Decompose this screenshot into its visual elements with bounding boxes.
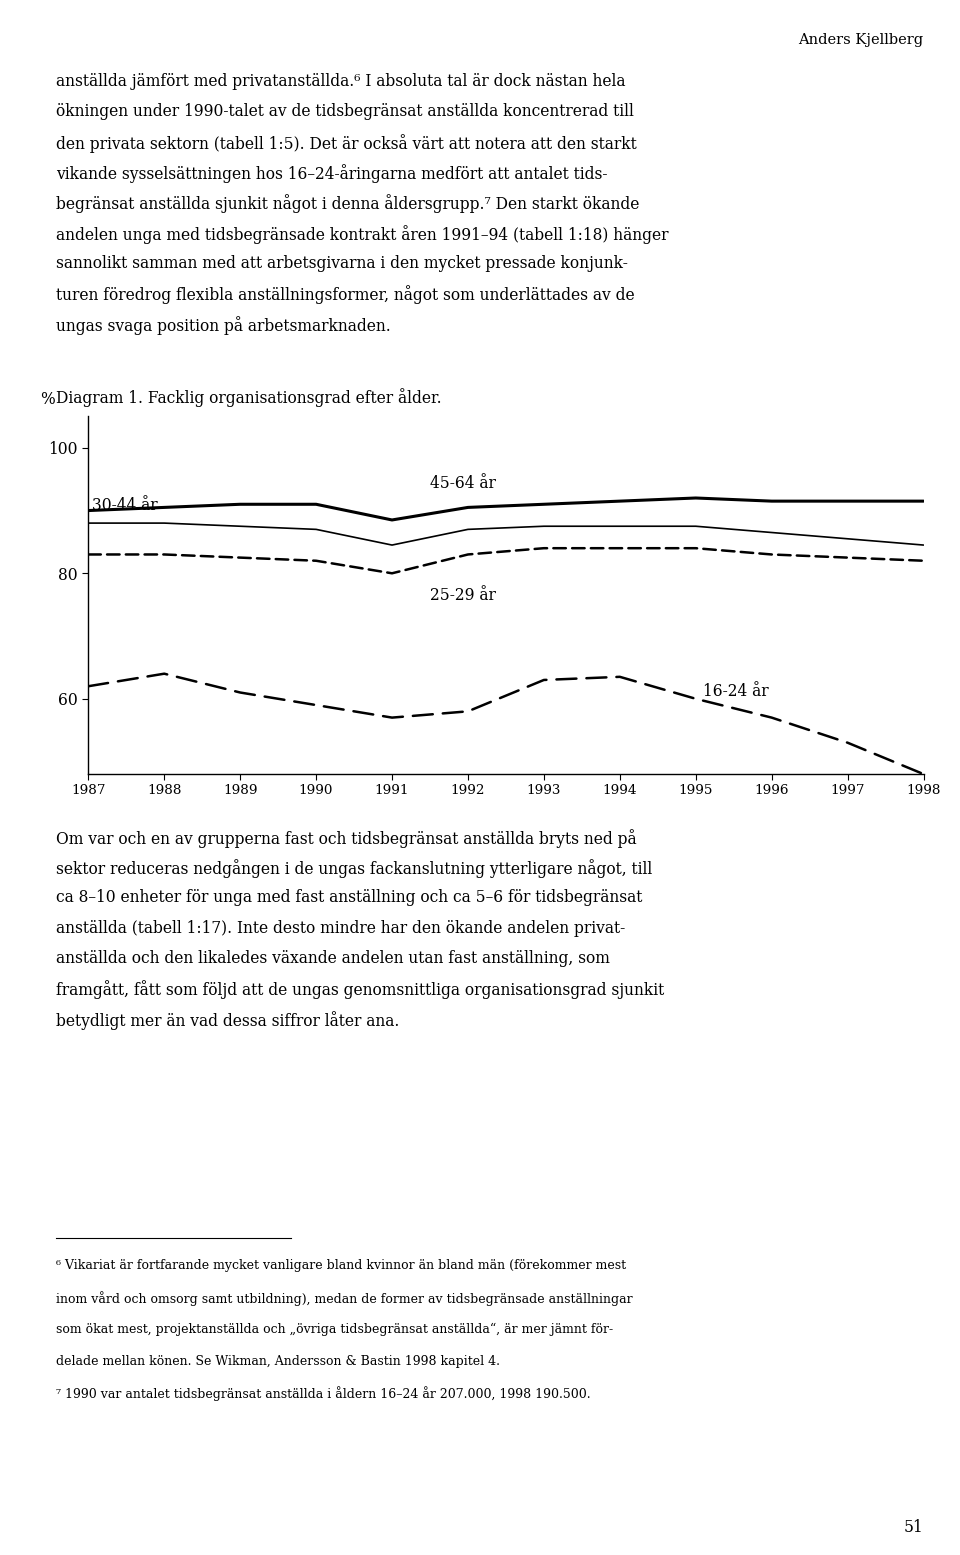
Text: 16-24 år: 16-24 år	[704, 683, 769, 700]
Text: ökningen under 1990-talet av de tidsbegränsat anställda koncentrerad till: ökningen under 1990-talet av de tidsbegr…	[56, 103, 634, 120]
Text: ⁶ Vikariat är fortfarande mycket vanligare bland kvinnor än bland män (förekomme: ⁶ Vikariat är fortfarande mycket vanliga…	[56, 1260, 626, 1272]
Text: vikande sysselsättningen hos 16–24-åringarna medfört att antalet tids-: vikande sysselsättningen hos 16–24-åring…	[56, 165, 607, 183]
Text: som ökat mest, projektanställda och „övriga tidsbegränsat anställda“, är mer jäm: som ökat mest, projektanställda och „övr…	[56, 1323, 612, 1336]
Text: Diagram 1. Facklig organisationsgrad efter ålder.: Diagram 1. Facklig organisationsgrad eft…	[56, 389, 442, 407]
Text: 45-64 år: 45-64 år	[430, 474, 496, 491]
Text: anställda jämfört med privatanställda.⁶ I absoluta tal är dock nästan hela: anställda jämfört med privatanställda.⁶ …	[56, 73, 625, 90]
Text: ⁷ 1990 var antalet tidsbegränsat anställda i åldern 16–24 år 207.000, 1998 190.5: ⁷ 1990 var antalet tidsbegränsat anställ…	[56, 1387, 590, 1401]
Text: Om var och en av grupperna fast och tidsbegränsat anställda bryts ned på: Om var och en av grupperna fast och tids…	[56, 829, 636, 847]
Text: %: %	[40, 392, 55, 409]
Text: betydligt mer än vad dessa siffror låter ana.: betydligt mer än vad dessa siffror låter…	[56, 1011, 399, 1029]
Text: begränsat anställda sjunkit något i denna åldersgrupp.⁷ Den starkt ökande: begränsat anställda sjunkit något i denn…	[56, 194, 639, 213]
Text: sannolikt samman med att arbetsgivarna i den mycket pressade konjunk-: sannolikt samman med att arbetsgivarna i…	[56, 255, 628, 272]
Text: andelen unga med tidsbegränsade kontrakt åren 1991–94 (tabell 1:18) hänger: andelen unga med tidsbegränsade kontrakt…	[56, 225, 668, 244]
Text: inom vård och omsorg samt utbildning), medan de former av tidsbegränsade anställ: inom vård och omsorg samt utbildning), m…	[56, 1291, 633, 1306]
Text: 51: 51	[903, 1519, 924, 1536]
Text: Anders Kjellberg: Anders Kjellberg	[799, 33, 924, 47]
Text: 25-29 år: 25-29 år	[430, 588, 496, 603]
Text: anställda (tabell 1:17). Inte desto mindre har den ökande andelen privat-: anställda (tabell 1:17). Inte desto mind…	[56, 919, 625, 936]
Text: ungas svaga position på arbetsmarknaden.: ungas svaga position på arbetsmarknaden.	[56, 316, 391, 334]
Text: framgått, fått som följd att de ungas genomsnittliga organisationsgrad sjunkit: framgått, fått som följd att de ungas ge…	[56, 980, 664, 1000]
Text: den privata sektorn (tabell 1:5). Det är också värt att notera att den starkt: den privata sektorn (tabell 1:5). Det är…	[56, 134, 636, 152]
Text: turen föredrog flexibla anställningsformer, något som underlättades av de: turen föredrog flexibla anställningsform…	[56, 286, 635, 305]
Text: anställda och den likaledes växande andelen utan fast anställning, som: anställda och den likaledes växande ande…	[56, 950, 610, 967]
Text: delade mellan könen. Se Wikman, Andersson & Bastin 1998 kapitel 4.: delade mellan könen. Se Wikman, Andersso…	[56, 1354, 499, 1368]
Text: 30-44 år: 30-44 år	[92, 496, 157, 513]
Text: ca 8–10 enheter för unga med fast anställning och ca 5–6 för tidsbegränsat: ca 8–10 enheter för unga med fast anstäl…	[56, 889, 642, 907]
Text: sektor reduceras nedgången i de ungas fackanslutning ytterligare något, till: sektor reduceras nedgången i de ungas fa…	[56, 858, 652, 879]
